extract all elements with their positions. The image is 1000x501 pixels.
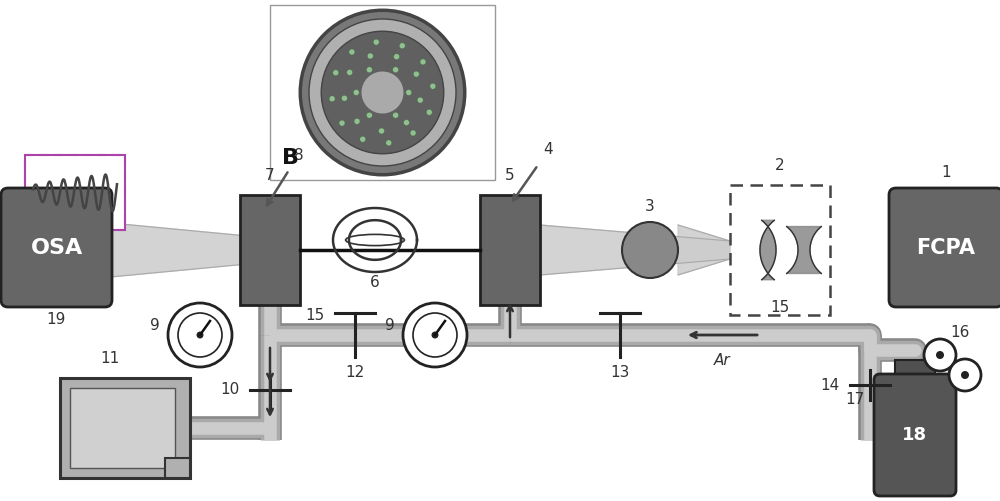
Polygon shape	[760, 220, 776, 280]
Circle shape	[417, 97, 423, 103]
Polygon shape	[540, 225, 730, 275]
Circle shape	[413, 71, 419, 77]
Circle shape	[432, 332, 438, 339]
Circle shape	[341, 95, 347, 101]
Circle shape	[373, 39, 379, 45]
Text: B: B	[282, 148, 299, 168]
Text: 7: 7	[265, 168, 275, 183]
Circle shape	[366, 112, 372, 118]
Text: 5: 5	[505, 168, 515, 183]
Circle shape	[393, 112, 399, 118]
Circle shape	[360, 136, 366, 142]
Text: Ar: Ar	[714, 353, 730, 368]
Circle shape	[329, 96, 335, 102]
Polygon shape	[105, 222, 300, 278]
Circle shape	[300, 10, 465, 175]
Circle shape	[403, 303, 467, 367]
FancyBboxPatch shape	[874, 374, 956, 496]
Circle shape	[347, 70, 353, 76]
Circle shape	[379, 128, 385, 134]
Bar	[480, 195, 540, 305]
FancyBboxPatch shape	[889, 188, 1000, 307]
Circle shape	[354, 118, 360, 124]
Text: 8: 8	[294, 148, 304, 163]
Text: 17: 17	[846, 392, 865, 407]
Circle shape	[362, 72, 404, 114]
Circle shape	[413, 313, 457, 357]
Circle shape	[924, 339, 956, 371]
Bar	[895, 360, 935, 385]
Circle shape	[196, 332, 204, 339]
Text: 18: 18	[902, 426, 928, 444]
Circle shape	[393, 67, 399, 73]
Polygon shape	[678, 225, 730, 275]
Bar	[730, 185, 830, 315]
Text: 9: 9	[385, 318, 395, 333]
Text: 9: 9	[150, 318, 160, 333]
Circle shape	[430, 83, 436, 89]
Text: 11: 11	[100, 351, 120, 366]
Bar	[165, 458, 190, 478]
Circle shape	[399, 43, 405, 49]
Bar	[25, 155, 125, 230]
Circle shape	[406, 90, 412, 96]
Text: 13: 13	[610, 365, 630, 380]
Bar	[25, 155, 125, 230]
Circle shape	[949, 359, 981, 391]
Text: 15: 15	[770, 300, 790, 315]
Text: 15: 15	[305, 308, 325, 323]
Text: 2: 2	[775, 158, 785, 173]
Text: 10: 10	[221, 382, 240, 397]
Circle shape	[309, 19, 456, 166]
Bar	[240, 195, 300, 305]
Text: 3: 3	[645, 199, 655, 214]
Circle shape	[961, 371, 969, 379]
Circle shape	[420, 59, 426, 65]
Text: 1: 1	[941, 165, 951, 180]
Circle shape	[339, 120, 345, 126]
Circle shape	[394, 54, 400, 60]
Circle shape	[349, 49, 355, 55]
Text: 16: 16	[950, 325, 970, 340]
Circle shape	[386, 140, 392, 146]
Circle shape	[333, 70, 339, 76]
Text: FCPA: FCPA	[916, 237, 976, 258]
Bar	[270, 5, 495, 180]
Circle shape	[426, 109, 432, 115]
Circle shape	[410, 130, 416, 136]
Text: 19: 19	[47, 312, 66, 327]
Circle shape	[622, 222, 678, 278]
Text: 14: 14	[821, 377, 840, 392]
Circle shape	[178, 313, 222, 357]
Text: 12: 12	[345, 365, 365, 380]
Text: 6: 6	[370, 275, 380, 290]
Polygon shape	[787, 226, 821, 274]
FancyBboxPatch shape	[1, 188, 112, 307]
Circle shape	[403, 120, 409, 126]
Circle shape	[936, 351, 944, 359]
Circle shape	[353, 90, 359, 96]
Text: 4: 4	[543, 142, 553, 157]
Circle shape	[367, 53, 373, 59]
Bar	[60, 378, 190, 478]
Text: OSA: OSA	[30, 237, 83, 258]
Circle shape	[366, 67, 372, 73]
Bar	[70, 388, 175, 468]
Circle shape	[321, 31, 444, 154]
Circle shape	[168, 303, 232, 367]
